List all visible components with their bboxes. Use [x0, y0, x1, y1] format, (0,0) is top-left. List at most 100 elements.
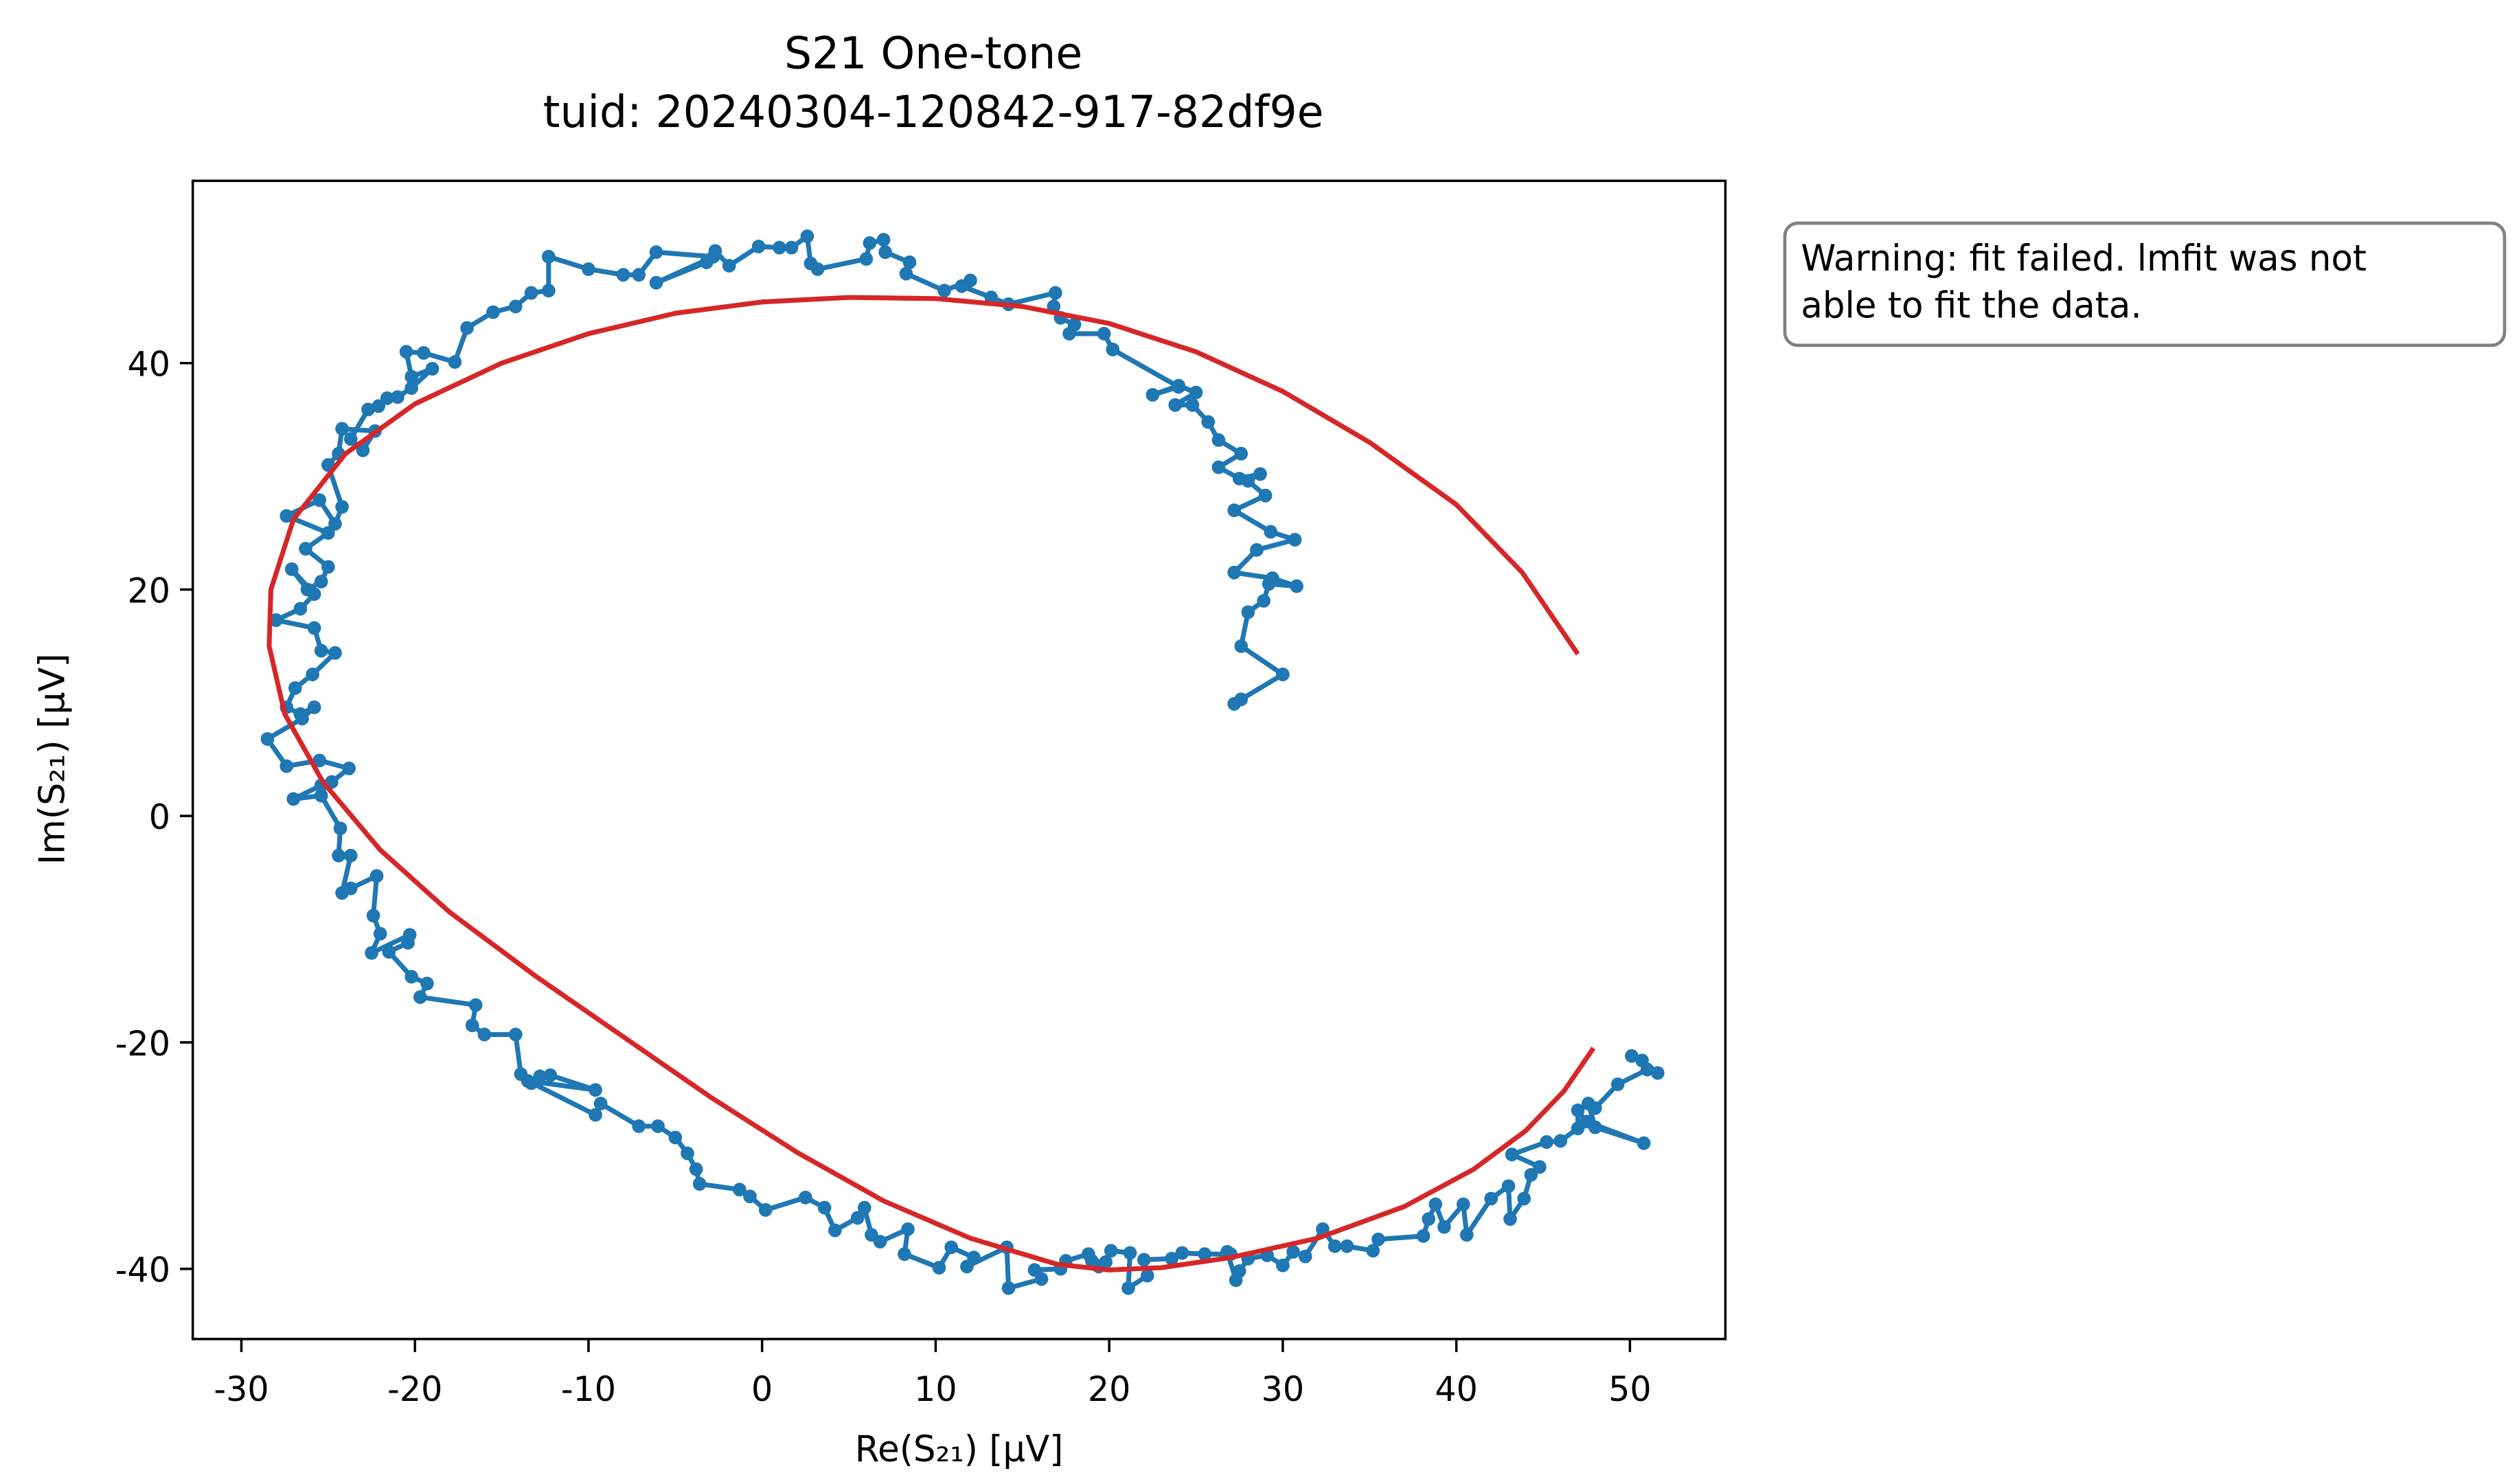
data-point — [342, 761, 356, 775]
annotation-text: Warning: fit failed. lmfit was not — [1801, 238, 2367, 279]
data-point — [269, 613, 283, 627]
data-point — [1588, 1101, 1602, 1115]
x-tick-label: 0 — [751, 1369, 773, 1409]
data-point — [1067, 317, 1082, 332]
data-point — [1257, 593, 1270, 608]
data-point — [420, 977, 434, 991]
data-point — [1340, 1239, 1354, 1253]
data-point — [1121, 1281, 1135, 1295]
data-point — [543, 1068, 558, 1082]
data-point — [321, 560, 335, 574]
data-point — [286, 792, 301, 806]
data-point — [343, 881, 358, 895]
data-point — [1137, 1253, 1151, 1267]
data-point — [306, 667, 319, 682]
data-point — [1298, 1249, 1312, 1264]
data-point — [857, 1200, 871, 1215]
chart-subtitle: tuid: 20240304-120842-917-82df9e — [543, 87, 1324, 138]
x-tick-label: 20 — [1088, 1369, 1131, 1409]
data-point — [960, 1259, 974, 1274]
data-point — [1097, 326, 1111, 341]
data-point — [1651, 1066, 1665, 1080]
x-tick-label: -10 — [561, 1369, 616, 1409]
data-point — [1085, 1254, 1099, 1268]
data-point — [733, 1183, 746, 1197]
data-point — [1189, 385, 1203, 400]
data-point — [542, 249, 556, 264]
data-point — [1258, 488, 1273, 503]
data-point — [1588, 1120, 1602, 1134]
data-point — [404, 369, 418, 384]
data-point — [1201, 415, 1216, 429]
data-point — [773, 240, 786, 255]
x-tick-label: -20 — [387, 1369, 442, 1409]
data-point — [328, 646, 342, 660]
x-axis-label: Re(S₂₁) [μV] — [855, 1428, 1064, 1470]
data-point — [365, 946, 378, 960]
data-point — [299, 542, 312, 556]
data-point — [312, 753, 327, 768]
data-point — [800, 229, 814, 244]
data-point — [1540, 1135, 1553, 1149]
data-point — [1422, 1212, 1436, 1226]
data-point — [288, 681, 302, 695]
data-point — [404, 381, 418, 395]
data-point — [1175, 1246, 1189, 1260]
data-point — [1227, 565, 1241, 580]
data-point — [582, 262, 595, 276]
data-point — [1234, 692, 1249, 707]
data-point — [307, 700, 321, 714]
data-point — [260, 732, 275, 746]
data-point — [593, 1096, 608, 1110]
data-point — [1610, 1077, 1625, 1091]
data-point — [1165, 1251, 1178, 1266]
data-point — [1234, 446, 1249, 461]
data-point — [863, 236, 877, 250]
series-line — [266, 295, 1596, 1272]
plot-frame — [191, 179, 1727, 1340]
data-point — [1517, 1191, 1531, 1206]
data-point — [1227, 503, 1241, 518]
x-tick-label: -30 — [214, 1369, 269, 1409]
data-point — [314, 788, 328, 803]
data-point — [589, 1108, 602, 1122]
data-point — [1104, 1244, 1118, 1258]
data-point — [1172, 380, 1186, 394]
data-point — [784, 240, 799, 255]
data-point — [369, 869, 384, 883]
data-point — [1366, 1244, 1380, 1258]
data-point — [1371, 1232, 1385, 1246]
data-point — [1276, 667, 1290, 682]
data-point — [307, 621, 321, 635]
x-tick-label: 30 — [1262, 1369, 1305, 1409]
data-point — [1276, 1258, 1290, 1272]
data-point — [477, 1027, 492, 1042]
annotation-box — [1783, 221, 2507, 347]
data-point — [751, 239, 766, 253]
data-point — [1241, 605, 1255, 619]
data-point — [417, 345, 431, 360]
data-point — [743, 1189, 757, 1204]
data-point — [524, 286, 538, 300]
data-point — [901, 1222, 915, 1236]
data-point — [616, 268, 630, 282]
data-point — [1416, 1229, 1431, 1243]
data-point — [1185, 398, 1200, 412]
data-point — [1001, 1281, 1016, 1295]
data-point — [668, 1130, 683, 1145]
data-point — [356, 443, 370, 457]
data-point — [332, 848, 345, 863]
data-point — [542, 284, 556, 298]
data-point — [828, 1223, 842, 1237]
data-point — [681, 1146, 694, 1161]
data-point — [1484, 1191, 1498, 1206]
data-point — [692, 1177, 707, 1191]
data-point — [899, 266, 913, 281]
data-point — [448, 355, 462, 369]
series-line — [264, 233, 1661, 1291]
data-point — [944, 1240, 959, 1255]
data-point — [1234, 639, 1249, 653]
data-point — [280, 509, 294, 523]
data-point — [508, 299, 523, 314]
